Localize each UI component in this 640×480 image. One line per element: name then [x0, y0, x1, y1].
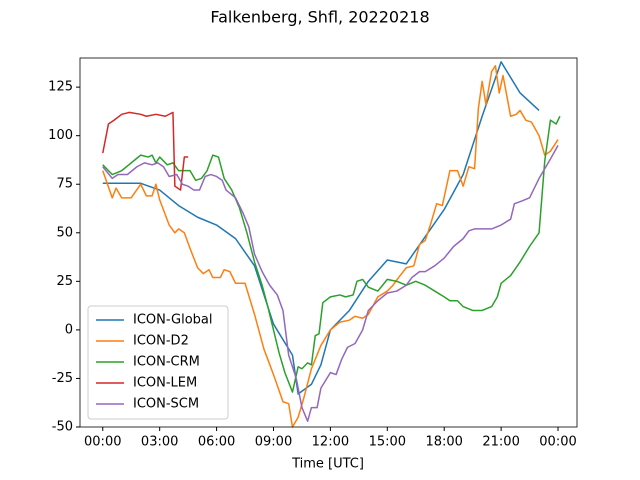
x-tick-label: 03:00: [141, 435, 178, 450]
y-tick-label: 75: [56, 177, 73, 192]
x-tick-label: 00:00: [84, 435, 121, 450]
x-tick-label: 06:00: [198, 435, 235, 450]
chart-title: Falkenberg, Shfl, 20220218: [210, 8, 429, 27]
series-line: [102, 65, 559, 428]
x-axis-label: Time [UTC]: [291, 457, 364, 472]
series-line: [102, 115, 561, 393]
x-tick-label: 09:00: [255, 435, 292, 450]
y-tick-label: 0: [65, 322, 73, 337]
y-tick-label: 50: [56, 225, 73, 240]
y-tick-label: 25: [56, 274, 73, 289]
legend-label: ICON-CRM: [133, 355, 200, 370]
series-line: [102, 111, 189, 191]
legend-label: ICON-Global: [133, 313, 213, 328]
plot-frame: [79, 57, 578, 428]
series-line: [102, 145, 559, 422]
y-tick-label: 125: [48, 80, 73, 95]
y-tick-label: -25: [52, 371, 73, 386]
legend-label: ICON-LEM: [133, 376, 197, 391]
x-tick-label: 00:00: [539, 435, 576, 450]
legend-box: [87, 305, 229, 420]
legend-label: ICON-D2: [133, 334, 189, 349]
series-line: [102, 61, 540, 395]
legend-label: ICON-SCM: [133, 397, 199, 412]
y-tick-label: -50: [52, 420, 73, 435]
y-tick-label: 100: [48, 128, 73, 143]
x-tick-label: 18:00: [425, 435, 462, 450]
x-tick-label: 21:00: [482, 435, 519, 450]
x-tick-label: 12:00: [312, 435, 349, 450]
x-tick-label: 15:00: [369, 435, 406, 450]
